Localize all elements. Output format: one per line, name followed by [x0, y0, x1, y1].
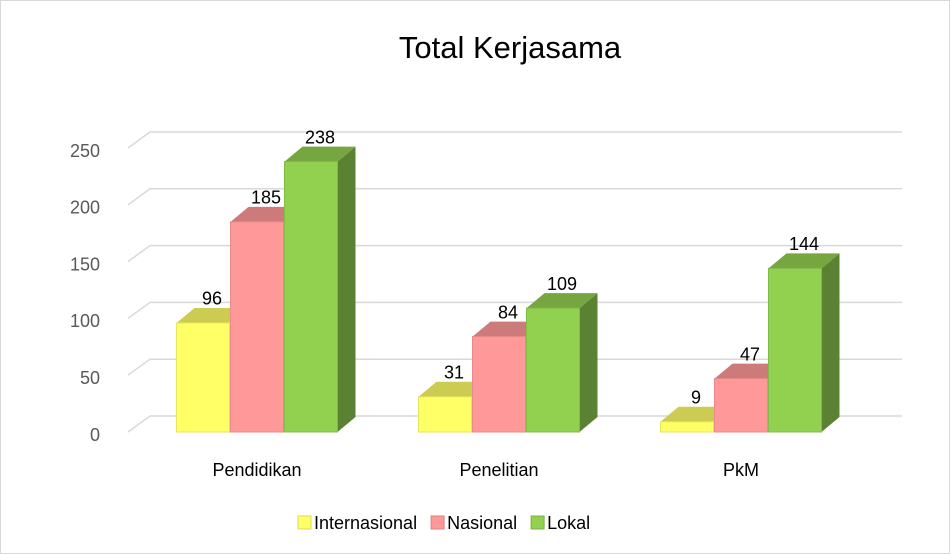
y-tick-label: 50: [80, 368, 100, 388]
bar: [526, 307, 580, 433]
data-label: 9: [691, 388, 701, 408]
x-tick-label: Penelitian: [459, 460, 538, 480]
y-tick-label: 200: [70, 198, 100, 218]
legend-label: Internasional: [314, 513, 417, 533]
y-tick-label: 100: [70, 311, 100, 331]
bar: [284, 161, 338, 433]
bar-top: [230, 206, 302, 222]
legend-swatch: [297, 515, 312, 530]
legend-label: Nasional: [447, 513, 517, 533]
bar: [714, 378, 768, 433]
x-tick-label: PkM: [723, 460, 759, 480]
data-label: 185: [251, 188, 281, 208]
bar-top: [714, 363, 786, 379]
data-label: 96: [202, 289, 222, 309]
data-label: 109: [547, 274, 577, 294]
grid-line: [127, 301, 902, 320]
data-label: 238: [305, 127, 335, 147]
bar: [230, 221, 284, 433]
y-tick-label: 250: [70, 141, 100, 161]
bar-side: [337, 146, 356, 432]
bar-top: [176, 307, 248, 323]
legend-swatch: [530, 515, 545, 530]
bar-top: [284, 146, 356, 162]
bar: [660, 421, 714, 433]
legend-swatch: [430, 515, 445, 530]
bar-side: [579, 293, 598, 432]
data-label: 47: [740, 344, 760, 364]
bar: [472, 336, 526, 433]
data-label: 144: [789, 234, 819, 254]
bar: [768, 267, 822, 433]
bar: [176, 322, 230, 433]
chart-title: Total Kerjasama: [399, 30, 622, 65]
x-tick-label: Pendidikan: [212, 460, 301, 480]
bar-top: [472, 321, 544, 337]
y-tick-label: 150: [70, 254, 100, 274]
bar-top: [660, 406, 732, 422]
grid-line: [127, 131, 902, 149]
bar-top: [768, 253, 840, 269]
bar-side: [821, 253, 840, 432]
grid-line: [127, 188, 902, 206]
y-tick-label: 0: [90, 425, 100, 445]
grid-line: [127, 358, 902, 376]
grid-line: [127, 244, 902, 263]
grid-line: [127, 415, 902, 433]
bar-top: [418, 381, 490, 397]
bar-top: [526, 293, 598, 309]
bar: [418, 396, 472, 433]
data-label: 31: [444, 363, 464, 383]
legend-label: Lokal: [547, 513, 590, 533]
data-label: 84: [498, 302, 518, 322]
